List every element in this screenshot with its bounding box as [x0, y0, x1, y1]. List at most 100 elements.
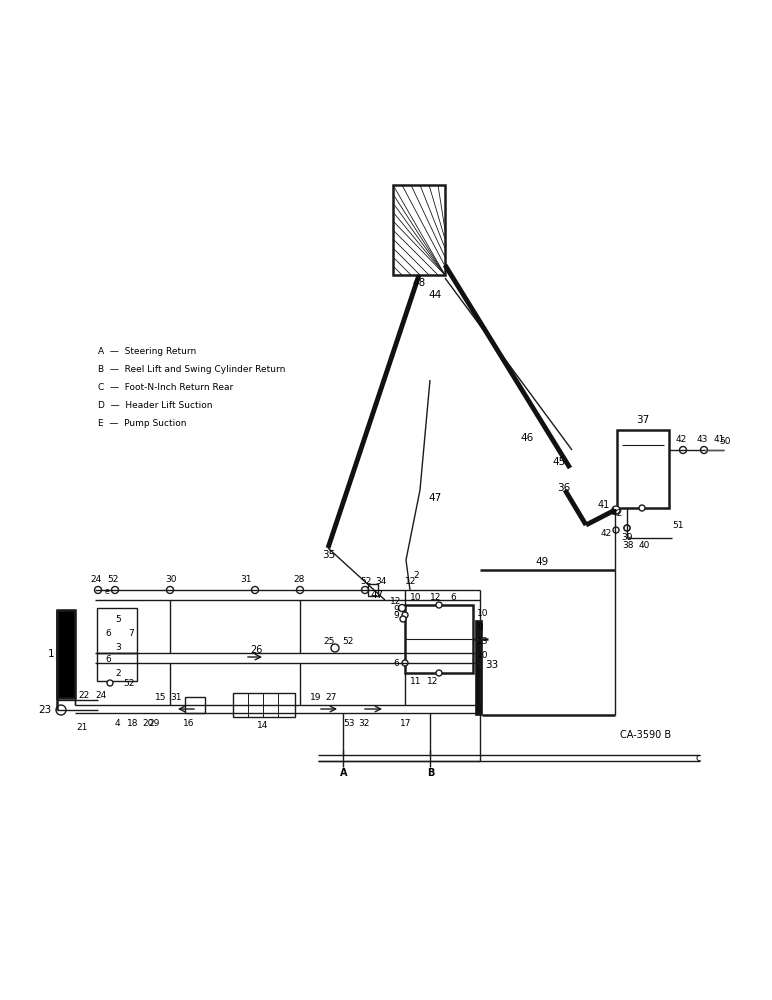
Text: 42: 42: [612, 508, 623, 518]
Text: 52: 52: [360, 578, 371, 586]
Bar: [57, 610, 75, 698]
Text: 51: 51: [672, 522, 683, 530]
Circle shape: [402, 612, 408, 618]
Circle shape: [613, 527, 619, 533]
Text: 36: 36: [557, 483, 571, 493]
Text: 10: 10: [477, 608, 489, 617]
Text: 47: 47: [428, 493, 442, 503]
Text: 9: 9: [393, 605, 399, 614]
Circle shape: [436, 602, 442, 608]
Circle shape: [398, 604, 405, 611]
Text: 7: 7: [128, 629, 134, 638]
Text: 12: 12: [390, 597, 401, 606]
Text: 23: 23: [38, 705, 51, 715]
Text: 3: 3: [115, 644, 121, 652]
Text: 17: 17: [400, 718, 411, 728]
Text: 4: 4: [115, 718, 120, 728]
Bar: [185, 697, 205, 713]
Bar: [617, 430, 669, 508]
Text: 52: 52: [107, 576, 118, 584]
Text: 6: 6: [393, 658, 399, 668]
Circle shape: [111, 586, 118, 593]
Circle shape: [331, 644, 339, 652]
Text: 6: 6: [105, 656, 110, 664]
Circle shape: [107, 680, 113, 686]
Text: 53: 53: [343, 718, 354, 728]
Circle shape: [167, 586, 174, 593]
Text: 21: 21: [76, 722, 87, 732]
Bar: [405, 605, 473, 673]
Circle shape: [436, 670, 442, 676]
Text: 5: 5: [115, 615, 121, 624]
Text: 50: 50: [719, 438, 730, 446]
Text: 12: 12: [430, 592, 442, 601]
Text: 52: 52: [342, 637, 354, 646]
Text: 34: 34: [375, 578, 386, 586]
Circle shape: [400, 616, 406, 622]
Text: CA-3590 B: CA-3590 B: [620, 730, 671, 740]
Text: 31: 31: [170, 692, 181, 702]
Bar: [368, 584, 378, 596]
Text: 20: 20: [142, 718, 154, 728]
Text: 10: 10: [410, 592, 422, 601]
Text: 28: 28: [293, 576, 304, 584]
Text: 8: 8: [477, 622, 482, 632]
Circle shape: [94, 586, 101, 593]
Text: A  —  Steering Return: A — Steering Return: [98, 348, 196, 357]
Bar: [233, 693, 295, 717]
Text: 6: 6: [450, 592, 455, 601]
Text: 15: 15: [155, 692, 167, 702]
Text: 12: 12: [427, 676, 438, 686]
Circle shape: [639, 505, 645, 511]
Text: 13: 13: [477, 637, 489, 646]
Text: 14: 14: [257, 720, 269, 730]
Text: 48: 48: [412, 278, 425, 288]
Text: 35: 35: [322, 550, 335, 560]
Circle shape: [402, 660, 408, 666]
Text: 31: 31: [240, 576, 252, 584]
Text: 42: 42: [676, 436, 687, 444]
Text: 24: 24: [95, 690, 107, 700]
Text: 2: 2: [413, 570, 418, 580]
Text: D  —  Header Lift Suction: D — Header Lift Suction: [98, 401, 212, 410]
Text: 44: 44: [428, 290, 442, 300]
Text: 16: 16: [183, 718, 195, 728]
Text: E  —  Pump Suction: E — Pump Suction: [98, 420, 187, 428]
Text: 30: 30: [165, 576, 177, 584]
Text: 1: 1: [48, 649, 55, 659]
Text: 43: 43: [697, 436, 709, 444]
Text: 37: 37: [636, 415, 649, 425]
Text: 25: 25: [323, 637, 334, 646]
Text: 33: 33: [485, 660, 498, 670]
Text: 41: 41: [598, 500, 610, 510]
Text: 24: 24: [90, 576, 101, 584]
Text: 46: 46: [520, 433, 533, 443]
Text: 9: 9: [393, 610, 399, 619]
Text: 22: 22: [78, 690, 90, 700]
Text: 41: 41: [714, 436, 726, 444]
Text: c: c: [695, 753, 700, 763]
Text: 32: 32: [358, 718, 369, 728]
Circle shape: [252, 586, 259, 593]
Circle shape: [679, 446, 686, 454]
Text: 29: 29: [148, 718, 159, 728]
Bar: [97, 608, 137, 653]
Circle shape: [296, 586, 303, 593]
Text: 18: 18: [127, 718, 138, 728]
Bar: [475, 620, 482, 715]
Text: 26: 26: [250, 645, 262, 655]
Text: 38: 38: [622, 542, 634, 550]
Text: 40: 40: [639, 542, 650, 550]
Circle shape: [624, 525, 630, 531]
Text: 6: 6: [105, 629, 110, 638]
Text: 27: 27: [325, 692, 337, 702]
Text: 52: 52: [123, 678, 134, 688]
Text: 49: 49: [535, 557, 548, 567]
Circle shape: [624, 525, 630, 531]
Text: 19: 19: [310, 692, 321, 702]
Bar: [97, 653, 137, 681]
Bar: [393, 185, 445, 275]
Text: 45: 45: [552, 457, 565, 467]
Text: 2: 2: [115, 668, 120, 678]
Circle shape: [612, 506, 620, 514]
